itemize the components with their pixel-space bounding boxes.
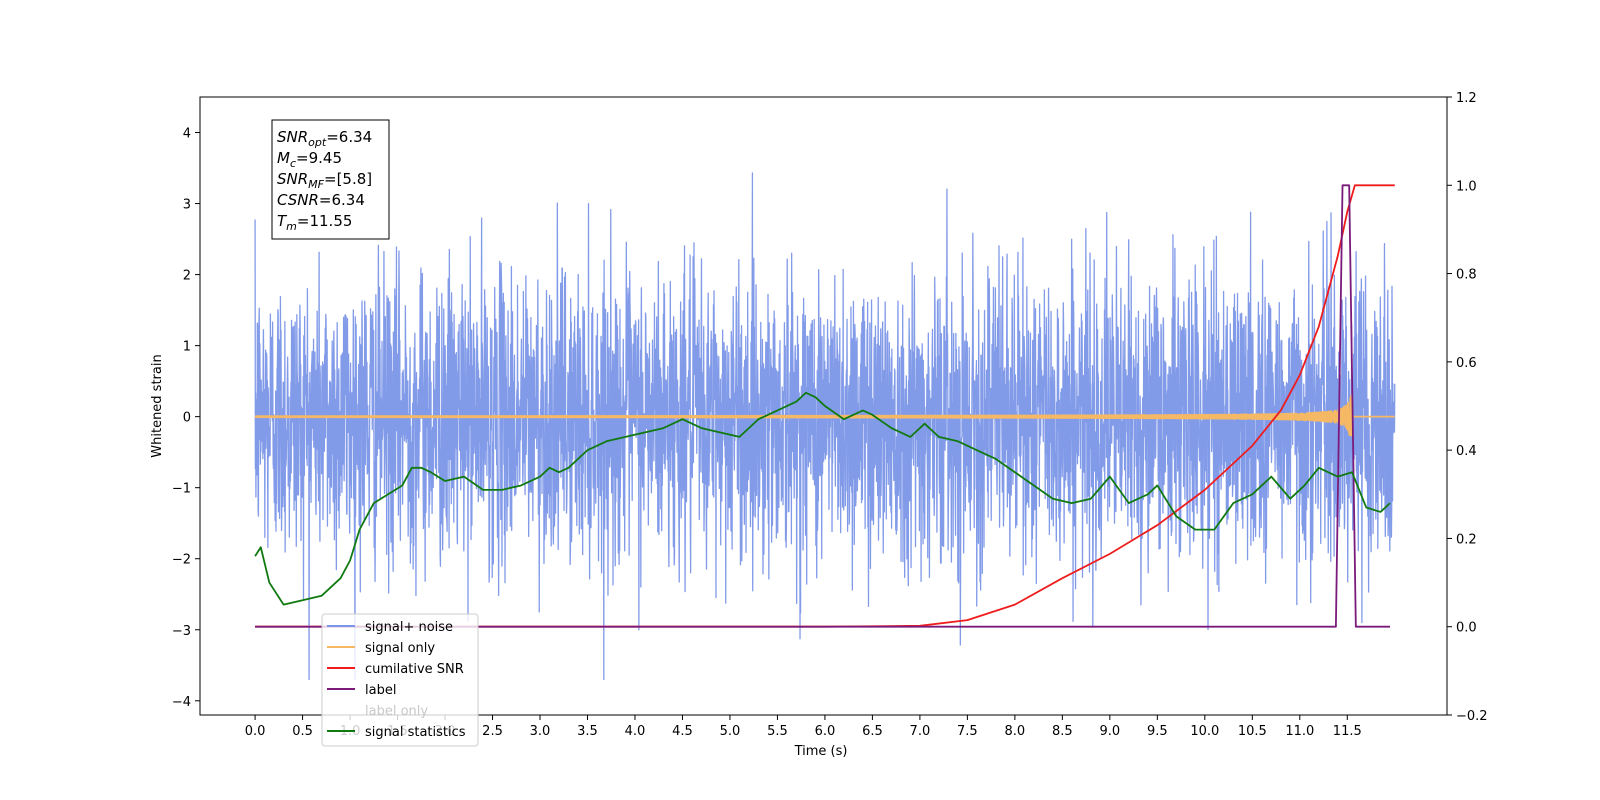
- plot-frame: [199, 96, 1448, 716]
- y2-tick-label: 1.2: [1456, 91, 1477, 106]
- legend-label: signal statistics: [365, 725, 466, 740]
- legend-label: signal+ noise: [365, 620, 453, 635]
- x-tick-label: 8.5: [1052, 724, 1073, 739]
- y2-tick-label: 0.8: [1456, 268, 1477, 283]
- x-tick-label: 4.0: [625, 724, 646, 739]
- x-tick-label: 2.5: [482, 724, 503, 739]
- annotation-base: SNR: [277, 170, 308, 188]
- legend-frame: [321, 613, 479, 747]
- annotation-box: SNRopt=6.34Mc=9.45SNRMF=[5.8]CSNR=6.34Tm…: [271, 119, 390, 240]
- x-axis-label: Time (s): [794, 744, 848, 759]
- legend-label: label: [365, 683, 396, 698]
- annotation-base: T: [277, 212, 288, 230]
- annotation-value: =9.45: [296, 149, 342, 167]
- y-tick-label: 0: [183, 411, 191, 426]
- x-tick-label: 0.0: [245, 724, 266, 739]
- y-tick-label: 1: [183, 340, 191, 355]
- series-line-1: [254, 395, 1396, 437]
- x-tick-label: 5.0: [720, 724, 741, 739]
- y-tick-label: 3: [183, 198, 191, 213]
- y-tick-label: −4: [172, 695, 191, 710]
- annotation-line: Tm=11.55: [277, 212, 352, 233]
- y-tick-label: −2: [172, 553, 191, 568]
- x-tick-label: 6.5: [862, 724, 883, 739]
- legend-label: label only: [365, 704, 428, 719]
- annotation-base: M: [277, 149, 290, 167]
- x-tick-label: 8.0: [1005, 724, 1026, 739]
- annotation-value: =6.34: [326, 128, 372, 146]
- series-line-3: [255, 184, 1391, 628]
- annotation-line: CSNR=6.34: [277, 191, 365, 209]
- y-tick-label: 2: [183, 269, 191, 284]
- annotation-sub: MF: [308, 178, 324, 191]
- y-tick-label: 4: [183, 127, 191, 142]
- series-line-0: [254, 172, 1396, 681]
- x-tick-label: 3.5: [577, 724, 598, 739]
- series-layer: [254, 172, 1396, 681]
- y-tick-label: −1: [172, 482, 191, 497]
- x-tick-label: 11.5: [1333, 724, 1362, 739]
- x-tick-label: 11.0: [1285, 724, 1314, 739]
- y2-tick-label: 0.0: [1456, 621, 1477, 636]
- x-tick-label: 7.0: [910, 724, 931, 739]
- x-tick-label: 7.5: [957, 724, 978, 739]
- annotation-frame: [271, 119, 390, 240]
- annotation-sub: c: [290, 157, 296, 170]
- y2-tick-label: 0.6: [1456, 356, 1477, 371]
- annotation-line: SNRopt=6.34: [277, 128, 372, 149]
- annotation-line: Mc=9.45: [277, 149, 342, 170]
- annotation-value: =6.34: [319, 191, 365, 209]
- x-tick-label: 5.5: [767, 724, 788, 739]
- legend-label: cumilative SNR: [365, 662, 464, 677]
- x-tick-label: 6.0: [815, 724, 836, 739]
- x-tick-label: 4.5: [672, 724, 693, 739]
- x-tick-label: 3.0: [530, 724, 551, 739]
- annotation-value: =11.55: [297, 212, 353, 230]
- annotation-sub: opt: [308, 136, 327, 149]
- annotation-value: =[5.8]: [324, 170, 372, 188]
- y2-tick-label: 1.0: [1456, 179, 1477, 194]
- x-tick-label: 10.5: [1238, 724, 1267, 739]
- x-tick-label: 10.0: [1190, 724, 1219, 739]
- annotation-sub: m: [286, 220, 297, 233]
- legend: signal+ noise signal only cumilative SNR la…: [321, 613, 479, 747]
- annotation-base: SNR: [277, 128, 308, 146]
- y2-tick-label: −0.2: [1456, 709, 1488, 724]
- y2-tick-label: 0.4: [1456, 444, 1477, 459]
- x-tick-label: 9.5: [1147, 724, 1168, 739]
- x-tick-label: 0.5: [292, 724, 313, 739]
- annotation-base: CSNR: [277, 191, 319, 209]
- series-line-5: [254, 391, 1391, 606]
- y-tick-label: −3: [172, 624, 191, 639]
- y2-tick-label: 0.2: [1456, 532, 1477, 547]
- y-axis-label: Whitened strain: [150, 354, 165, 457]
- legend-label: signal only: [365, 641, 435, 656]
- annotation-line: SNRMF=[5.8]: [277, 170, 372, 191]
- x-tick-label: 9.0: [1100, 724, 1121, 739]
